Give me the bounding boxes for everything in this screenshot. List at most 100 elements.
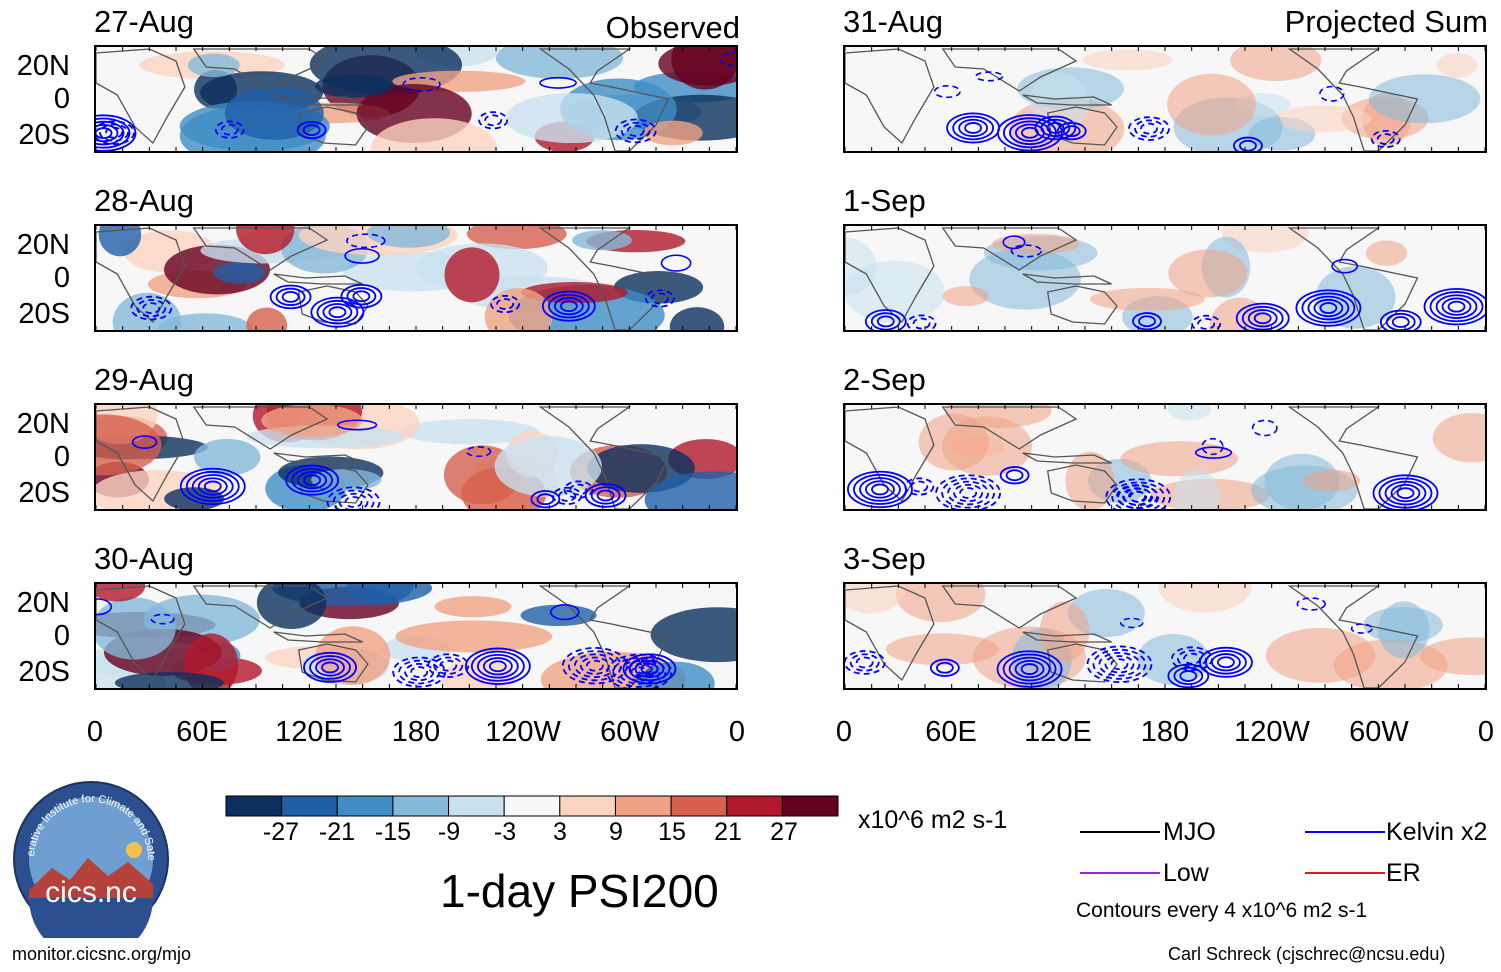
coastline	[1287, 406, 1419, 509]
kelvin-contour	[1296, 597, 1326, 611]
kelvin-contour	[427, 653, 470, 678]
anomaly-shading	[370, 118, 498, 151]
coastline	[845, 48, 935, 145]
panel-title-left-2: 28-Aug	[94, 183, 194, 218]
anomaly-shading	[1167, 405, 1211, 421]
kelvin-contour	[1241, 305, 1284, 330]
colorbar-tick-label: 9	[609, 818, 623, 846]
anomaly-shading	[1221, 226, 1309, 253]
kelvin-contour	[999, 466, 1030, 485]
lon-label: 60W	[1349, 716, 1409, 748]
coastline	[1046, 464, 1118, 504]
lat-label-20n: 20N	[16, 587, 70, 619]
kelvin-contour	[618, 660, 661, 685]
kelvin-contour	[1372, 474, 1439, 509]
coastline	[1022, 94, 1112, 106]
anomaly-shading	[236, 226, 295, 255]
kelvin-contour	[620, 121, 651, 141]
kelvin-contour	[465, 446, 492, 458]
kelvin-contour	[488, 660, 507, 673]
kelvin-contour	[296, 120, 327, 140]
colorbar-tick-label: -27	[262, 818, 300, 846]
lat-label-20s: 20S	[18, 477, 70, 509]
kelvin-contour	[855, 656, 874, 669]
coastline	[192, 585, 329, 629]
kelvin-contour	[876, 315, 895, 328]
kelvin-contour	[1138, 315, 1156, 328]
anomaly-shading	[945, 405, 1052, 429]
kelvin-contour	[99, 123, 129, 142]
coastline	[941, 585, 1078, 629]
anomaly-shading	[1173, 469, 1220, 509]
kelvin-contour	[316, 299, 359, 325]
kelvin-contour	[1014, 659, 1045, 679]
map-panel-left-2	[94, 224, 738, 332]
coastline	[192, 227, 329, 271]
kelvin-contour	[933, 85, 961, 99]
lon-label: 120E	[275, 716, 343, 748]
anomaly-shading	[643, 120, 703, 146]
kelvin-contour	[203, 480, 222, 493]
kelvin-contour	[197, 477, 228, 496]
kelvin-contour	[1390, 484, 1421, 503]
kelvin-contour	[847, 470, 913, 509]
kelvin-contour	[303, 474, 322, 487]
kelvin-contour	[303, 651, 357, 683]
anomaly-shading	[96, 414, 162, 476]
anomaly-shading	[315, 626, 391, 686]
lon-label: 60E	[925, 716, 977, 748]
kelvin-contour	[853, 473, 907, 505]
footer-url[interactable]: monitor.cicsnc.org/mjo	[12, 944, 192, 964]
kelvin-contour	[1201, 437, 1224, 456]
kelvin-contour	[96, 127, 113, 139]
map-field	[96, 47, 736, 151]
colorbar-swatch	[503, 795, 561, 817]
anomaly-shading	[98, 226, 142, 257]
anomaly-shading	[1303, 469, 1361, 492]
anomaly-shading	[845, 260, 945, 323]
kelvin-contour	[275, 287, 306, 306]
kelvin-contour	[1235, 302, 1290, 330]
kelvin-contour	[1111, 481, 1166, 509]
colorbar-tick-label: -15	[374, 818, 412, 846]
kelvin-contour	[191, 474, 234, 499]
kelvin-contour	[660, 254, 692, 272]
kelvin-contour	[941, 477, 996, 509]
kelvin-contour	[947, 480, 990, 506]
map-panel-left-4	[94, 582, 738, 690]
kelvin-contour	[1015, 123, 1045, 142]
colorbar-swatch	[336, 795, 394, 817]
map-field	[96, 405, 736, 509]
lon-label: 0	[1477, 716, 1495, 748]
colorbar-swatch	[559, 795, 616, 817]
kelvin-contour	[476, 653, 519, 679]
kelvin-contour	[131, 435, 158, 449]
kelvin-contour	[464, 647, 531, 685]
kelvin-contour	[1062, 125, 1081, 138]
coastline	[941, 48, 1078, 92]
kelvin-contour	[96, 114, 137, 151]
kelvin-contour	[958, 118, 989, 138]
kelvin-contour	[130, 295, 173, 321]
kelvin-contour	[281, 290, 300, 303]
lon-label: 0	[728, 716, 746, 748]
panel-title-left-4: 30-Aug	[94, 541, 194, 576]
anomaly-shading	[434, 596, 512, 618]
anomaly-shading	[1120, 441, 1239, 477]
kelvin-contour	[1197, 317, 1216, 330]
anomaly-shading	[1168, 249, 1248, 298]
kelvin-contour	[1009, 120, 1051, 146]
anomaly-shading	[1065, 451, 1115, 509]
kelvin-contour	[644, 289, 675, 308]
kelvin-contour	[1092, 648, 1147, 680]
kelvin-contour	[541, 290, 596, 322]
kelvin-contour	[402, 76, 441, 92]
map-panel-right-1	[843, 45, 1487, 153]
kelvin-contour	[1331, 258, 1359, 274]
kelvin-contour	[1173, 666, 1204, 686]
kelvin-contour	[398, 659, 441, 685]
anomaly-shading	[1158, 584, 1252, 613]
kelvin-contour	[553, 297, 584, 316]
kelvin-contour	[1179, 670, 1198, 682]
anomaly-shading	[96, 584, 146, 602]
